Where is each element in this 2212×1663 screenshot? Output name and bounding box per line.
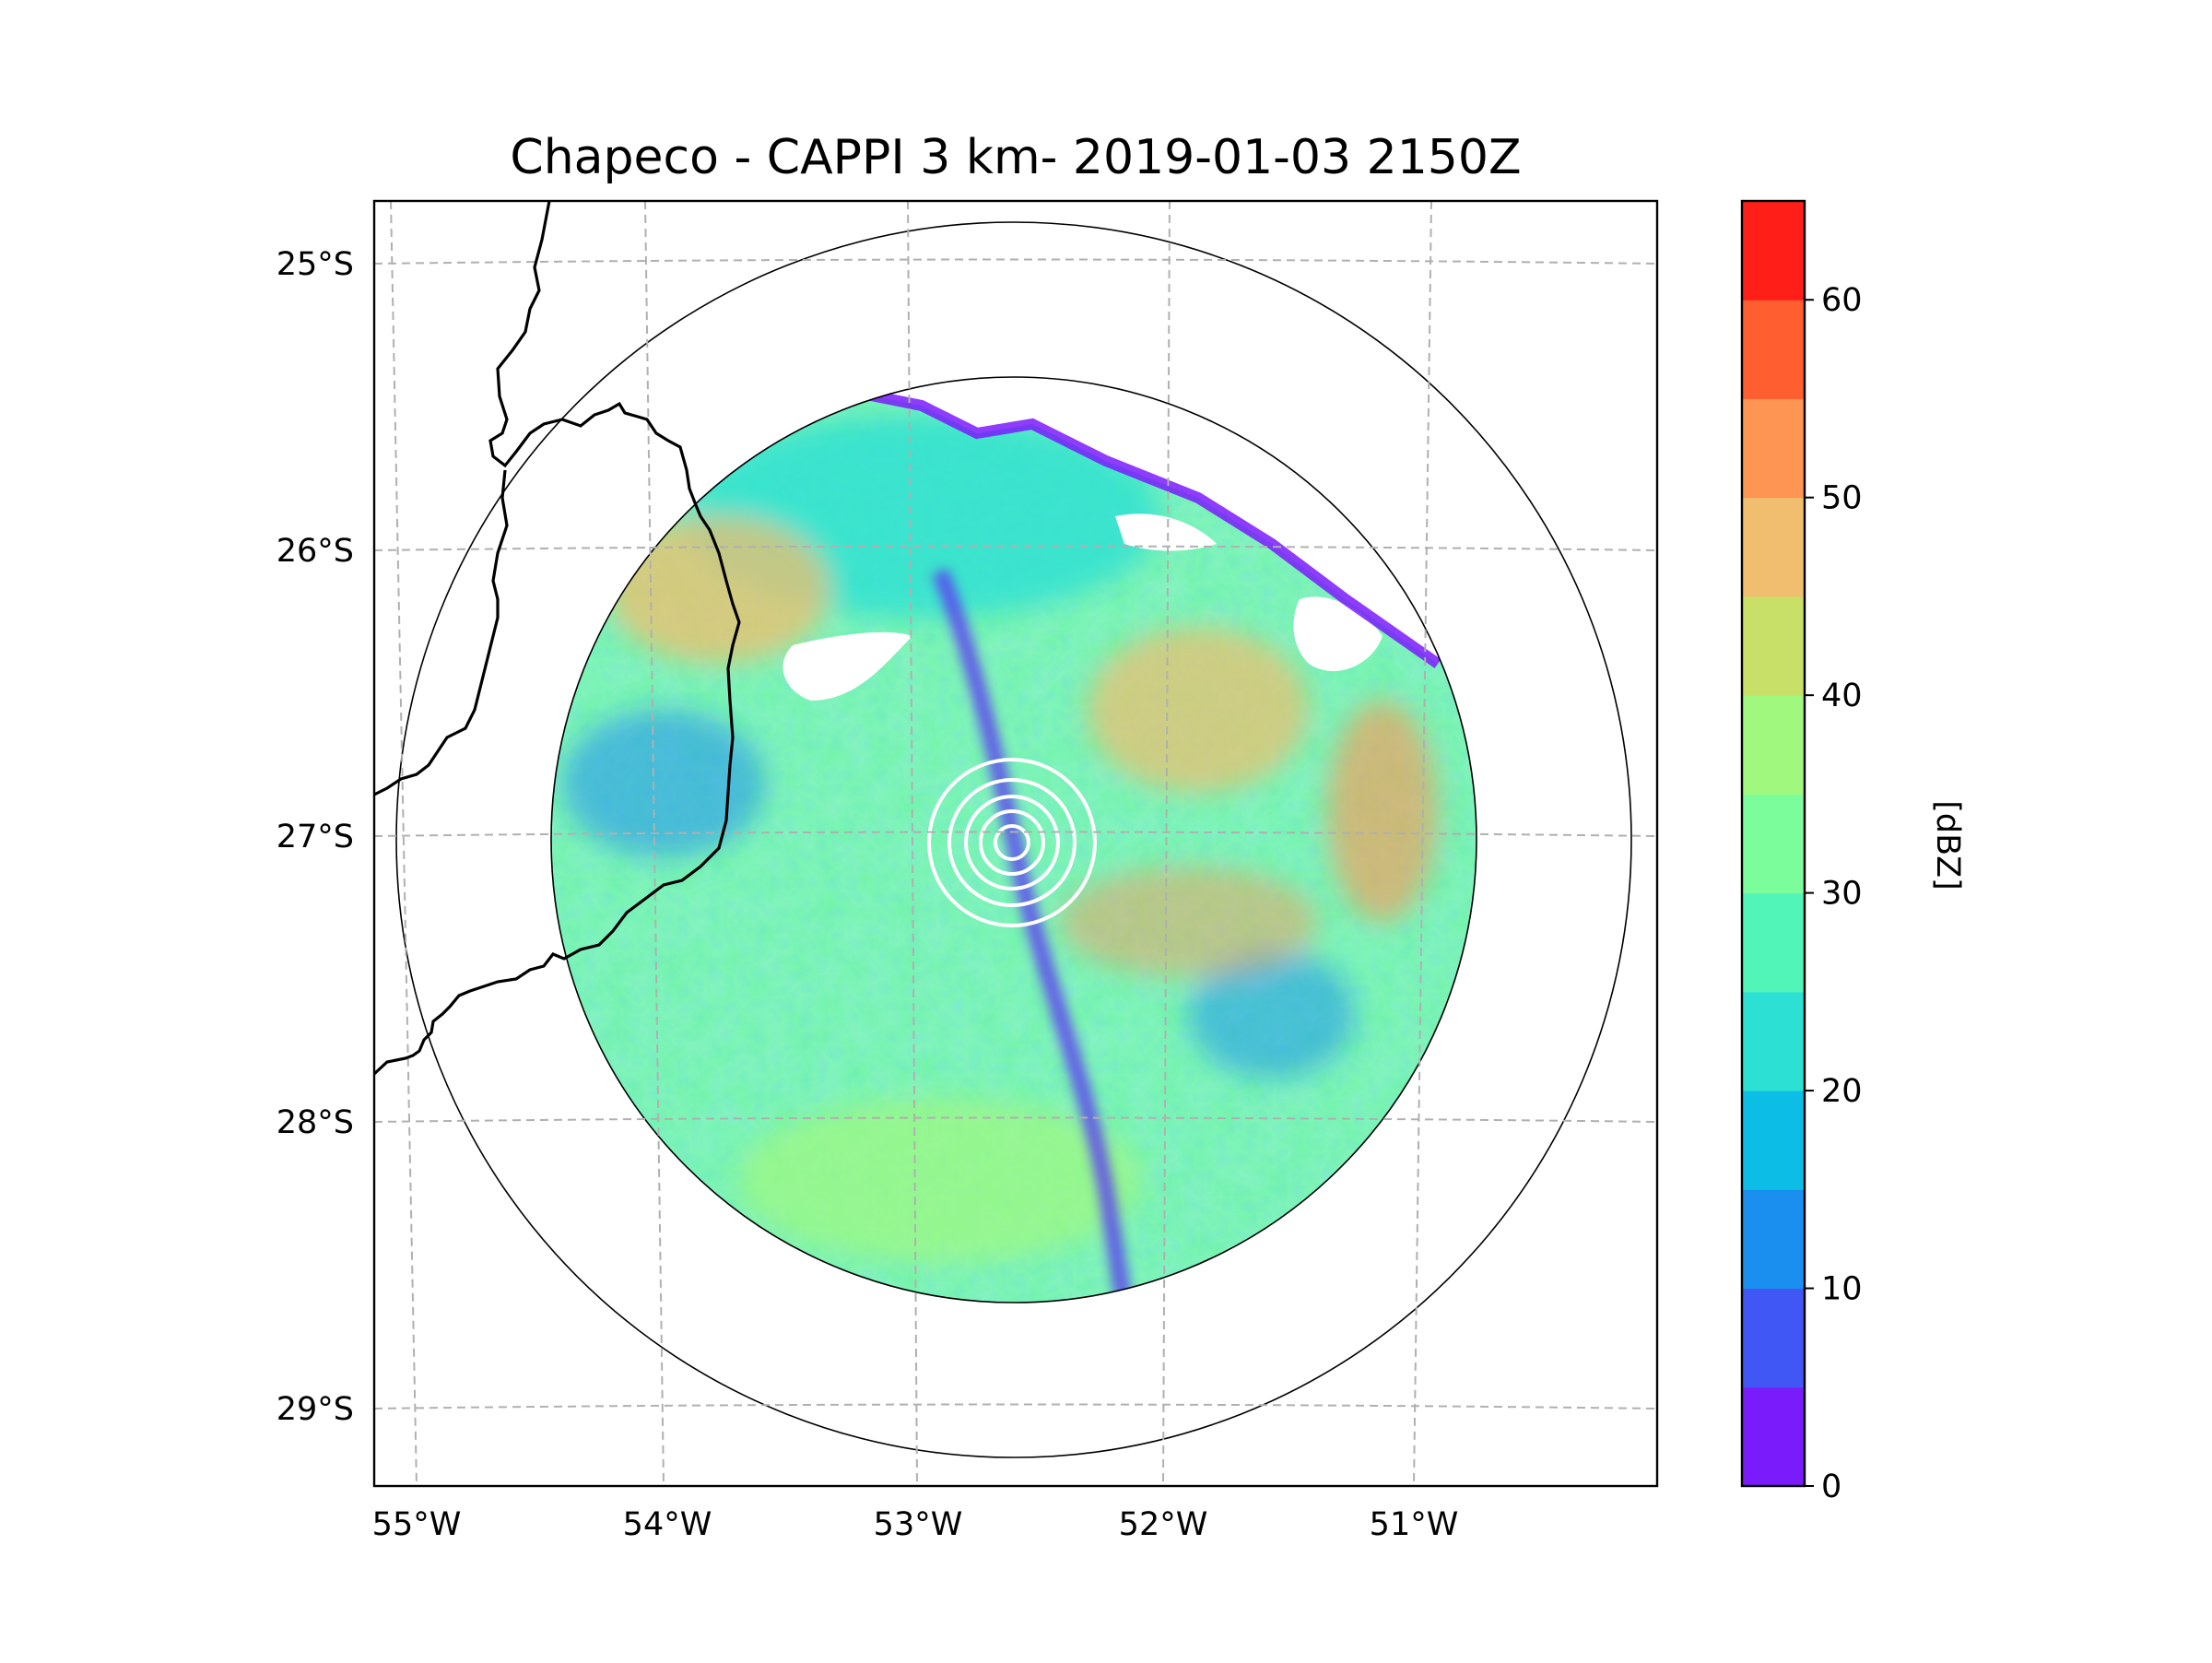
clutter-ring-4: [979, 809, 1045, 876]
radar-site-clutter: [927, 758, 1097, 927]
colorbar-segment: [1742, 1189, 1805, 1290]
colorbar-segment: [1742, 596, 1805, 696]
echo-cell-east: [1088, 627, 1309, 793]
echo-cell-south: [737, 1097, 1143, 1263]
lat-label-28s: 28°S: [276, 1104, 354, 1141]
meridian-53w: [907, 201, 918, 1486]
range-ring-outer: [395, 221, 1632, 1458]
colorbar-segment: [1742, 794, 1805, 894]
lon-labels: 55°W 54°W 53°W 52°W 51°W: [372, 1506, 1459, 1543]
colorbar-segment: [1742, 1288, 1805, 1388]
no-echo-north: [551, 377, 1477, 664]
lon-label-53w: 53°W: [874, 1506, 963, 1543]
lat-label-26s: 26°S: [276, 533, 354, 570]
colorbar-segment: [1742, 300, 1805, 399]
clutter-ring-2: [947, 778, 1077, 907]
colorbar-segment: [1742, 695, 1805, 795]
parallel-29s: [374, 1403, 1657, 1409]
lat-label-29s: 29°S: [276, 1391, 354, 1428]
reflectivity-field: [551, 377, 1477, 1303]
lon-label-51w: 51°W: [1370, 1506, 1459, 1543]
lat-labels: 25°S 26°S 27°S 28°S 29°S: [276, 246, 354, 1428]
no-echo-gap-3: [1115, 513, 1217, 551]
echo-cell-center-east: [1060, 867, 1318, 977]
echo-cell-southeast: [1189, 949, 1355, 1079]
colorbar: 0 10 20 30 40 50 60: [1740, 199, 1863, 1505]
echo-cell-west: [562, 710, 765, 857]
lon-label-52w: 52°W: [1119, 1506, 1208, 1543]
clutter-ring-3: [964, 795, 1060, 890]
colorbar-tick-label: 40: [1821, 678, 1863, 714]
parallel-26s: [374, 545, 1657, 551]
clutter-ring-5: [994, 824, 1030, 861]
meridian-51w: [1413, 201, 1432, 1486]
map-frame: [372, 199, 1659, 1488]
colorbar-label: [dBZ]: [1929, 800, 1966, 890]
meridian-52w: [1162, 201, 1171, 1486]
border-argentina-west: [374, 469, 509, 796]
lat-label-27s: 27°S: [276, 819, 354, 855]
echo-cells: [562, 415, 1438, 1263]
colorbar-segment: [1742, 201, 1805, 301]
parallel-25s: [374, 258, 1657, 265]
graticule: [374, 201, 1657, 1486]
meridian-55w: [390, 201, 418, 1486]
border-argentina-north: [374, 201, 741, 1076]
chart-title: Chapeco - CAPPI 3 km- 2019-01-03 2150Z: [510, 130, 1521, 185]
weak-echo-band: [932, 568, 1133, 1303]
colorbar-tick-label: 0: [1821, 1468, 1841, 1505]
colorbar-tick-label: 10: [1821, 1271, 1863, 1308]
lat-label-25s: 25°S: [276, 246, 354, 283]
political-boundaries: [374, 201, 741, 1076]
meridian-54w: [644, 201, 665, 1486]
range-rings: [395, 221, 1632, 1458]
parallel-28s: [374, 1116, 1657, 1123]
colorbar-tick-label: 60: [1821, 282, 1863, 319]
echo-edge-fringe: [828, 382, 1441, 668]
colorbar-segment: [1742, 1091, 1805, 1190]
echo-cell-northwest: [608, 516, 830, 664]
colorbar-frame: [1740, 199, 1806, 1488]
colorbar-segment: [1742, 892, 1805, 993]
clutter-ring-1: [927, 758, 1097, 927]
range-ring-inner: [550, 376, 1477, 1303]
colorbar-segment: [1742, 991, 1805, 1091]
lon-label-54w: 54°W: [623, 1506, 712, 1543]
colorbar-tick-label: 30: [1821, 876, 1863, 913]
colorbar-segment: [1742, 398, 1805, 499]
map-axes: [374, 201, 1657, 1486]
colorbar-segment: [1742, 1386, 1805, 1487]
echo-cell-far-east: [1327, 701, 1438, 922]
parallel-27s: [374, 831, 1657, 837]
colorbar-tick-label: 50: [1821, 480, 1863, 517]
no-echo-gap-1: [782, 631, 912, 701]
colorbar-segment: [1742, 497, 1805, 597]
lon-label-55w: 55°W: [372, 1506, 462, 1543]
colorbar-tick-label: 20: [1821, 1073, 1863, 1110]
